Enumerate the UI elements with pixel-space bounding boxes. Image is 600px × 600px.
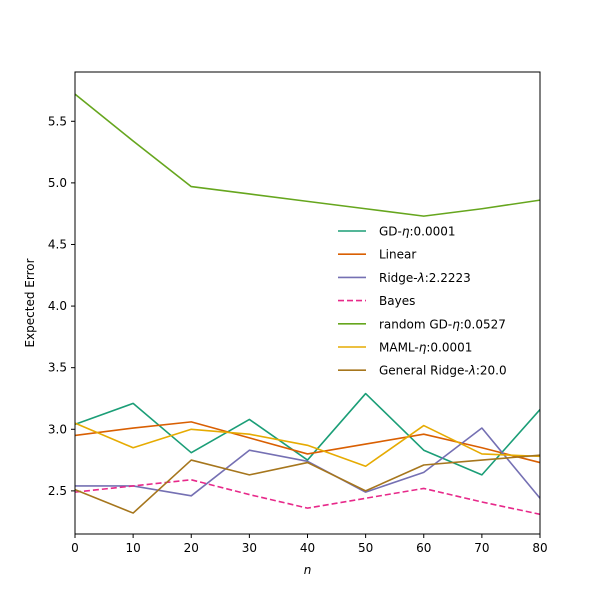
- series-line-4: [74, 93, 541, 217]
- x-tick-label: 20: [184, 541, 199, 555]
- legend-label-3: Bayes: [379, 294, 415, 308]
- x-tick-label: 80: [532, 541, 547, 555]
- x-tick-label: 70: [474, 541, 489, 555]
- x-tick-label: 10: [125, 541, 140, 555]
- legend: GD-η:0.0001 Linear Ridge-λ:2.2223 Bayes rand…: [338, 225, 507, 378]
- legend-label-4: random GD-η:0.0527: [379, 317, 506, 331]
- series-line-0: [74, 392, 541, 476]
- y-axis-label: Expected Error: [23, 258, 37, 347]
- y-tick-label: 2.5: [48, 484, 67, 498]
- x-tick-label: 60: [416, 541, 431, 555]
- x-tick-label: 40: [300, 541, 315, 555]
- x-tick-label: 0: [71, 541, 79, 555]
- x-tick-label: 50: [358, 541, 373, 555]
- plot-area: [75, 72, 540, 534]
- series-line-5: [74, 422, 541, 468]
- legend-label-2: Ridge-λ:2.2223: [379, 271, 471, 285]
- legend-label-6: General Ridge-λ:20.0: [379, 364, 507, 378]
- x-axis-label: n: [304, 563, 312, 577]
- series-line-2: [75, 427, 541, 499]
- x-axis-ticks: 0 10 20 30 40 50 60 70 80: [71, 534, 548, 555]
- y-tick-label: 4.0: [48, 299, 67, 313]
- y-tick-label: 4.5: [48, 237, 67, 251]
- series-layer: [74, 93, 541, 516]
- series-line-3: [74, 478, 541, 516]
- legend-label-0: GD-η:0.0001: [379, 225, 456, 239]
- x-tick-label: 30: [242, 541, 257, 555]
- y-tick-label: 5.5: [48, 114, 67, 128]
- series-line-6: [74, 454, 541, 514]
- y-tick-label: 3.5: [48, 361, 67, 375]
- y-tick-label: 5.0: [48, 176, 67, 190]
- legend-label-1: Linear: [379, 248, 416, 262]
- y-tick-label: 3.0: [48, 422, 67, 436]
- legend-label-5: MAML-η:0.0001: [379, 341, 472, 355]
- y-axis-ticks: 2.5 3.0 3.5 4.0 4.5 5.0 5.5: [48, 114, 75, 498]
